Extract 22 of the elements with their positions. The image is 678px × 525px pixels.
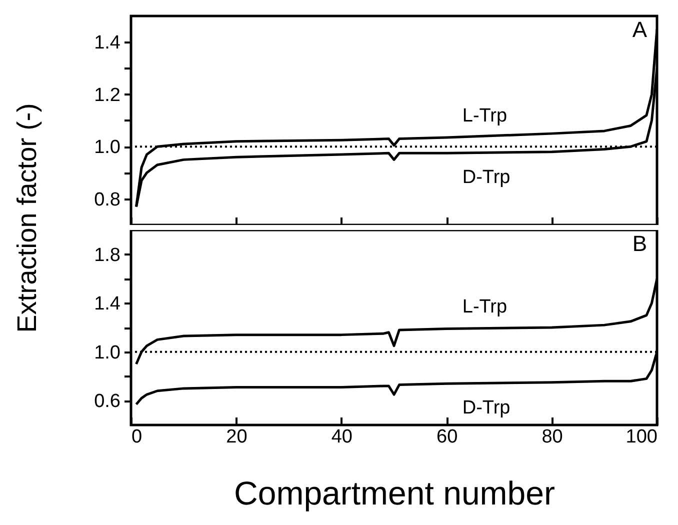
y-axis-title: Extraction factor (-) (12, 103, 42, 333)
y-tick-label: 0.6 (94, 391, 120, 412)
y-tick-label: 1.4 (94, 32, 121, 54)
annotation: A (632, 17, 648, 42)
x-tick-label: 40 (331, 426, 352, 448)
y-tick-label: 1.8 (94, 244, 120, 266)
series-label: L-Trp (462, 105, 508, 126)
x-tick-label: 20 (226, 426, 248, 448)
x-tick-label: 0 (132, 426, 142, 448)
series-label: L-Trp (462, 296, 508, 318)
y-tick-label: 1.4 (94, 294, 121, 315)
x-tick-label: 60 (436, 426, 458, 448)
y-tick-label: 1.0 (94, 342, 120, 364)
annotation: B (632, 231, 647, 256)
series-label: D-Trp (462, 167, 510, 188)
x-axis-title: Compartment number (234, 474, 555, 512)
y-tick-label: 1.2 (94, 84, 120, 106)
y-tick-label: 1.0 (94, 137, 120, 158)
series-label: D-Trp (462, 398, 510, 419)
y-tick-label: 0.8 (94, 189, 120, 210)
x-tick-label: 80 (542, 426, 563, 448)
x-tick-label: 100 (626, 426, 658, 448)
